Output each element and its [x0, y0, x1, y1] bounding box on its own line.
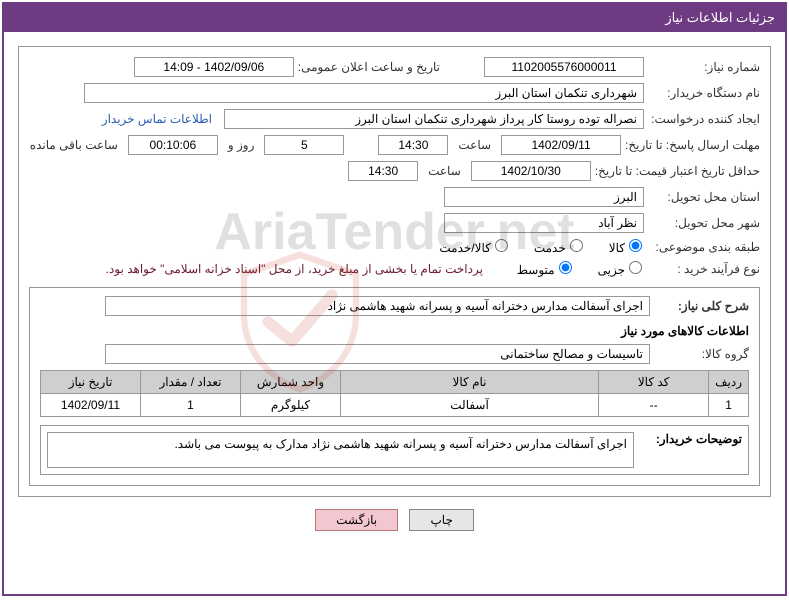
announce-field[interactable] [134, 57, 294, 77]
label-deliver-city: شهر محل تحویل: [648, 216, 760, 230]
radio-partial[interactable] [629, 261, 642, 274]
th-qty: تعداد / مقدار [141, 371, 241, 394]
goods-section-title: اطلاعات کالاهای مورد نیاز [40, 324, 749, 338]
label-deadline: مهلت ارسال پاسخ: تا تاریخ: [625, 138, 760, 152]
goods-table: ردیف کد کالا نام کالا واحد شمارش تعداد /… [40, 370, 749, 417]
label-buyer-desc: توضیحات خریدار: [642, 432, 742, 468]
cell-date: 1402/09/11 [41, 394, 141, 417]
label-gen-title: شرح کلی نیاز: [654, 299, 749, 313]
deadline-days-field[interactable] [264, 135, 344, 155]
form-area: شماره نیاز: تاریخ و ساعت اعلان عمومی: نا… [18, 46, 771, 497]
cell-row: 1 [709, 394, 749, 417]
panel-header: جزئیات اطلاعات نیاز [4, 4, 785, 32]
print-button[interactable]: چاپ [409, 509, 473, 531]
table-row: 1 -- آسفالت کیلوگرم 1 1402/09/11 [41, 394, 749, 417]
label-category: طبقه بندی موضوعی: [648, 240, 760, 254]
label-announce: تاریخ و ساعت اعلان عمومی: [298, 60, 440, 74]
radio-medium[interactable] [559, 261, 572, 274]
label-deliver-prov: استان محل تحویل: [648, 190, 760, 204]
radio-both-label[interactable]: کالا/خدمت [439, 239, 509, 255]
deadline-time-field[interactable] [378, 135, 448, 155]
gen-title-field[interactable] [105, 296, 650, 316]
deadline-date-field[interactable] [501, 135, 621, 155]
label-hour-2: ساعت [428, 164, 461, 178]
buyer-org-field[interactable] [84, 83, 644, 103]
th-row: ردیف [709, 371, 749, 394]
label-hour-1: ساعت [458, 138, 491, 152]
payment-note: پرداخت تمام یا بخشی از مبلغ خرید، از محل… [106, 262, 483, 276]
radio-both[interactable] [495, 239, 508, 252]
label-validity: حداقل تاریخ اعتبار قیمت: تا تاریخ: [595, 164, 760, 178]
countdown-field[interactable] [128, 135, 218, 155]
validity-date-field[interactable] [471, 161, 591, 181]
radio-partial-label[interactable]: جزیی [598, 261, 644, 277]
deliver-prov-field[interactable] [444, 187, 644, 207]
cell-name: آسفالت [341, 394, 599, 417]
radio-service-label[interactable]: خدمت [534, 239, 585, 255]
cell-qty: 1 [141, 394, 241, 417]
buyer-desc-text: اجرای آسفالت مدارس دخترانه آسیه و پسرانه… [47, 432, 634, 468]
label-days-and: روز و [228, 138, 255, 152]
th-date: تاریخ نیاز [41, 371, 141, 394]
back-button[interactable]: بازگشت [315, 509, 398, 531]
button-bar: چاپ بازگشت [18, 497, 771, 535]
radio-medium-text: متوسط [517, 263, 555, 277]
radio-goods-label[interactable]: کالا [609, 239, 644, 255]
label-requester: ایجاد کننده درخواست: [648, 112, 760, 126]
radio-service[interactable] [570, 239, 583, 252]
radio-goods-text: کالا [609, 241, 625, 255]
radio-goods[interactable] [629, 239, 642, 252]
th-name: نام کالا [341, 371, 599, 394]
details-sub-box: شرح کلی نیاز: اطلاعات کالاهای مورد نیاز … [29, 287, 760, 486]
panel-content: شماره نیاز: تاریخ و ساعت اعلان عمومی: نا… [4, 32, 785, 541]
requester-field[interactable] [224, 109, 644, 129]
th-unit: واحد شمارش [241, 371, 341, 394]
label-goods-group: گروه کالا: [654, 347, 749, 361]
radio-medium-label[interactable]: متوسط [517, 261, 574, 277]
main-panel: جزئیات اطلاعات نیاز شماره نیاز: تاریخ و … [2, 2, 787, 596]
label-need-no: شماره نیاز: [648, 60, 760, 74]
label-buyer-org: نام دستگاه خریدار: [648, 86, 760, 100]
cell-unit: کیلوگرم [241, 394, 341, 417]
label-purchase-type: نوع فرآیند خرید : [648, 262, 760, 276]
radio-service-text: خدمت [534, 241, 566, 255]
label-remaining: ساعت باقی مانده [30, 138, 118, 152]
deliver-city-field[interactable] [444, 213, 644, 233]
radio-partial-text: جزیی [598, 263, 625, 277]
validity-time-field[interactable] [348, 161, 418, 181]
buyer-desc-box: توضیحات خریدار: اجرای آسفالت مدارس دخترا… [40, 425, 749, 475]
th-code: کد کالا [599, 371, 709, 394]
goods-group-field[interactable] [105, 344, 650, 364]
need-no-field[interactable] [484, 57, 644, 77]
buyer-contact-link[interactable]: اطلاعات تماس خریدار [102, 112, 212, 126]
radio-both-text: کالا/خدمت [439, 241, 490, 255]
cell-code: -- [599, 394, 709, 417]
